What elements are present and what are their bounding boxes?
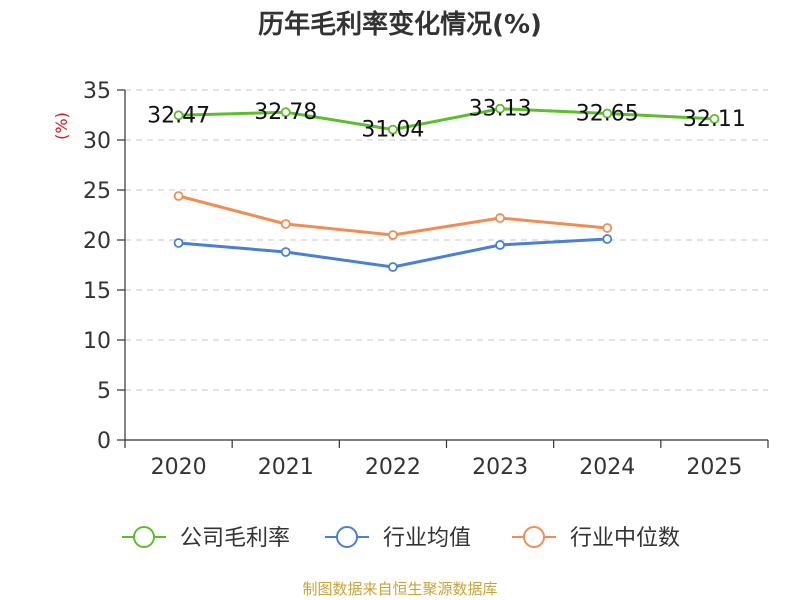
- data-point: [495, 103, 505, 114]
- data-label: 33.13: [469, 97, 532, 122]
- data-point: [388, 124, 398, 135]
- data-point: [388, 262, 398, 272]
- legend-label: 公司毛利率: [180, 526, 290, 551]
- legend-label: 行业均值: [383, 526, 471, 551]
- data-point: [602, 108, 613, 119]
- legend-label: 行业中位数: [570, 526, 680, 551]
- data-label: 32.47: [147, 103, 210, 128]
- data-point: [709, 114, 720, 124]
- x-tick-label: 2024: [579, 455, 635, 480]
- source-footer: 制图数据来自恒生聚源数据库: [302, 580, 498, 598]
- legend-marker: [133, 526, 155, 548]
- chart-title: 历年毛利率变化情况(%): [258, 9, 542, 40]
- y-tick-label: 35: [83, 79, 111, 104]
- y-tick-label: 0: [97, 429, 111, 454]
- y-axis-label: (%): [52, 112, 71, 140]
- y-tick-label: 10: [83, 329, 111, 354]
- data-point: [602, 234, 613, 244]
- data-point: [280, 247, 291, 257]
- data-point: [173, 110, 184, 121]
- data-point: [173, 238, 184, 248]
- data-label: 32.65: [576, 102, 639, 127]
- data-point: [173, 191, 184, 201]
- data-point: [495, 213, 505, 223]
- legend-marker: [523, 526, 545, 548]
- y-tick-label: 15: [83, 279, 111, 304]
- data-label: 31.04: [361, 118, 424, 143]
- data-point: [495, 240, 505, 250]
- x-tick-label: 2023: [472, 455, 528, 480]
- x-tick-label: 2025: [686, 455, 742, 480]
- data-point: [388, 230, 398, 240]
- x-tick-label: 2020: [151, 455, 207, 480]
- x-tick-label: 2021: [258, 455, 314, 480]
- series-line-3: [178, 194, 608, 237]
- legend-marker: [336, 526, 358, 548]
- y-tick-label: 30: [83, 129, 111, 154]
- y-tick-label: 20: [83, 229, 111, 254]
- data-label: 32.11: [683, 107, 746, 132]
- data-point: [280, 219, 291, 229]
- data-label: 32.78: [254, 100, 317, 125]
- x-tick-label: 2022: [365, 455, 421, 480]
- series-line-1: [178, 107, 715, 132]
- y-tick-label: 25: [83, 179, 111, 204]
- data-point: [602, 223, 613, 233]
- data-point: [280, 107, 291, 118]
- y-tick-label: 5: [97, 379, 111, 404]
